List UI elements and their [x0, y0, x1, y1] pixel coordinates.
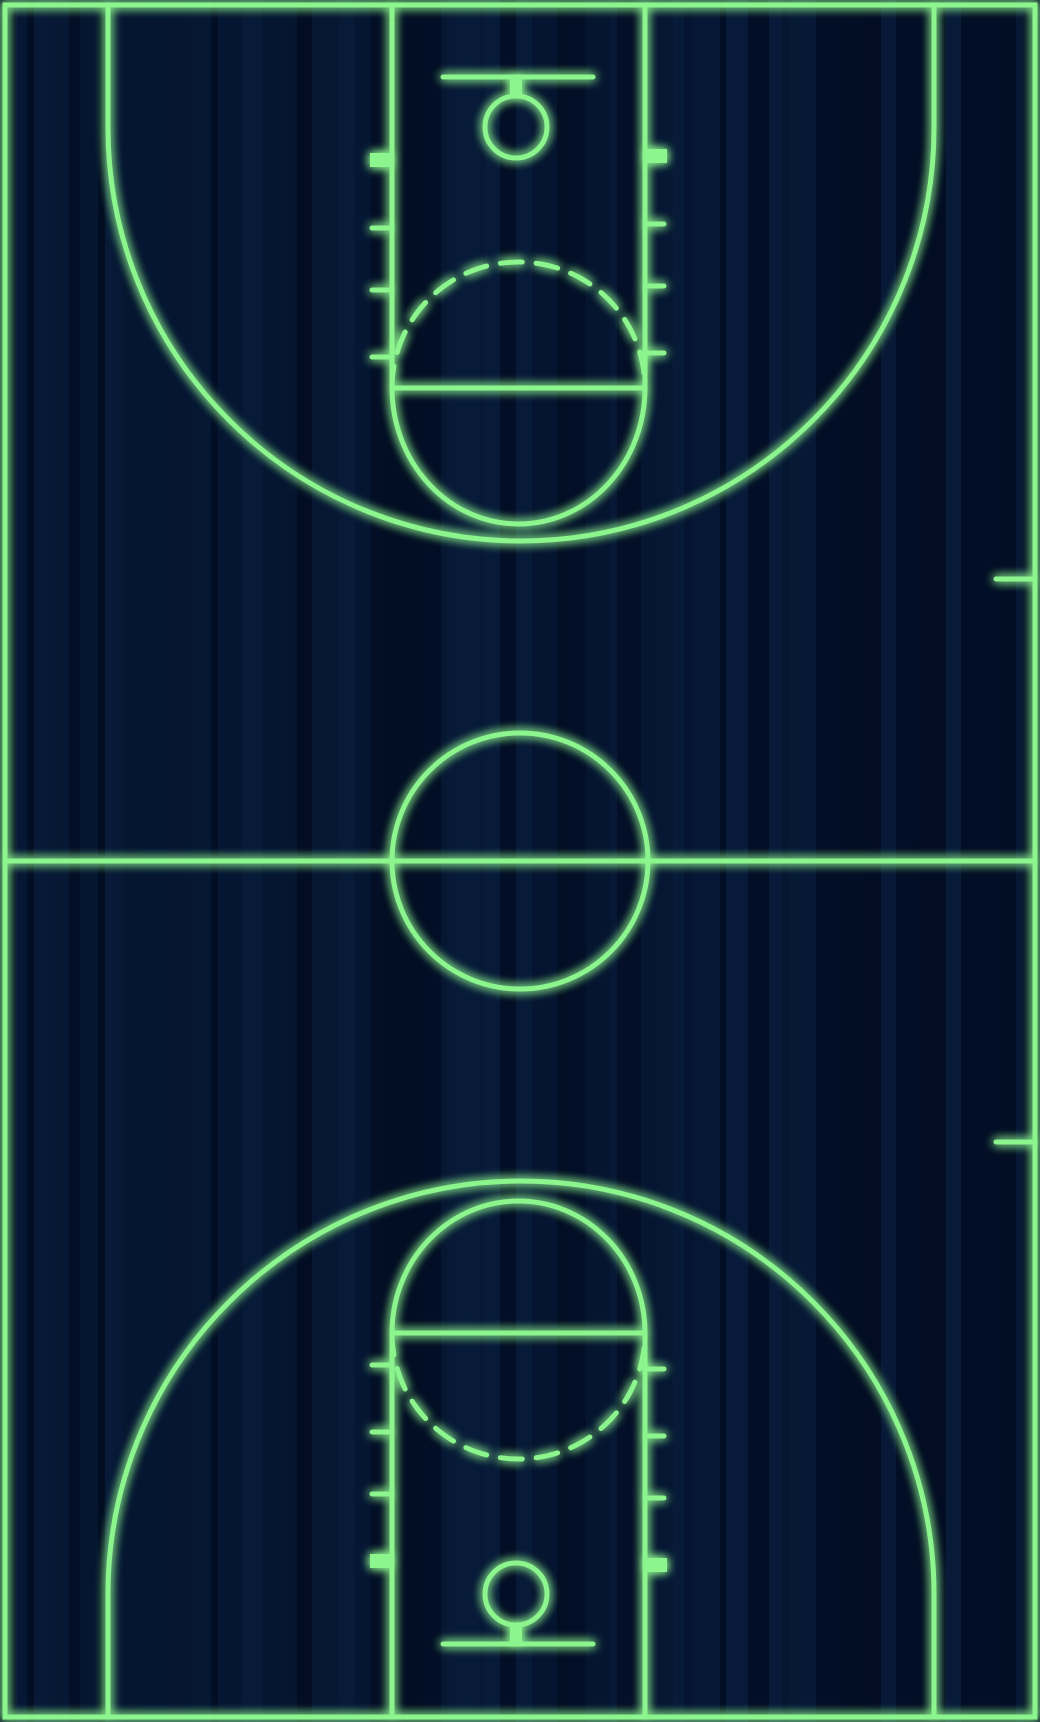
hoop-bottom: [482, 1560, 550, 1628]
rim-connector-bottom: [510, 1627, 522, 1643]
three-point-line-bottom: [105, 1178, 937, 1720]
free-throw-circle-solid-top: [389, 385, 648, 527]
lane-marks-top: [369, 149, 667, 360]
rim-connector-top: [510, 79, 522, 95]
free-throw-circle-dashed-bottom: [389, 1330, 648, 1462]
three-point-line-top: [105, 2, 937, 544]
hoop-top: [482, 93, 550, 161]
free-throw-circle-solid-bottom: [389, 1198, 648, 1336]
top-half-court: [105, 2, 937, 544]
free-throw-circle-dashed-top: [389, 259, 648, 391]
lane-block: [645, 149, 667, 163]
lane-block: [645, 1558, 667, 1572]
center-circle: [389, 730, 651, 992]
lane-block: [370, 1554, 392, 1568]
bottom-half-court: [105, 1178, 937, 1720]
lane-marks-bottom: [369, 1362, 667, 1572]
paint-top: [389, 2, 648, 391]
paint-bottom: [389, 1330, 648, 1720]
lane-block: [370, 153, 392, 167]
